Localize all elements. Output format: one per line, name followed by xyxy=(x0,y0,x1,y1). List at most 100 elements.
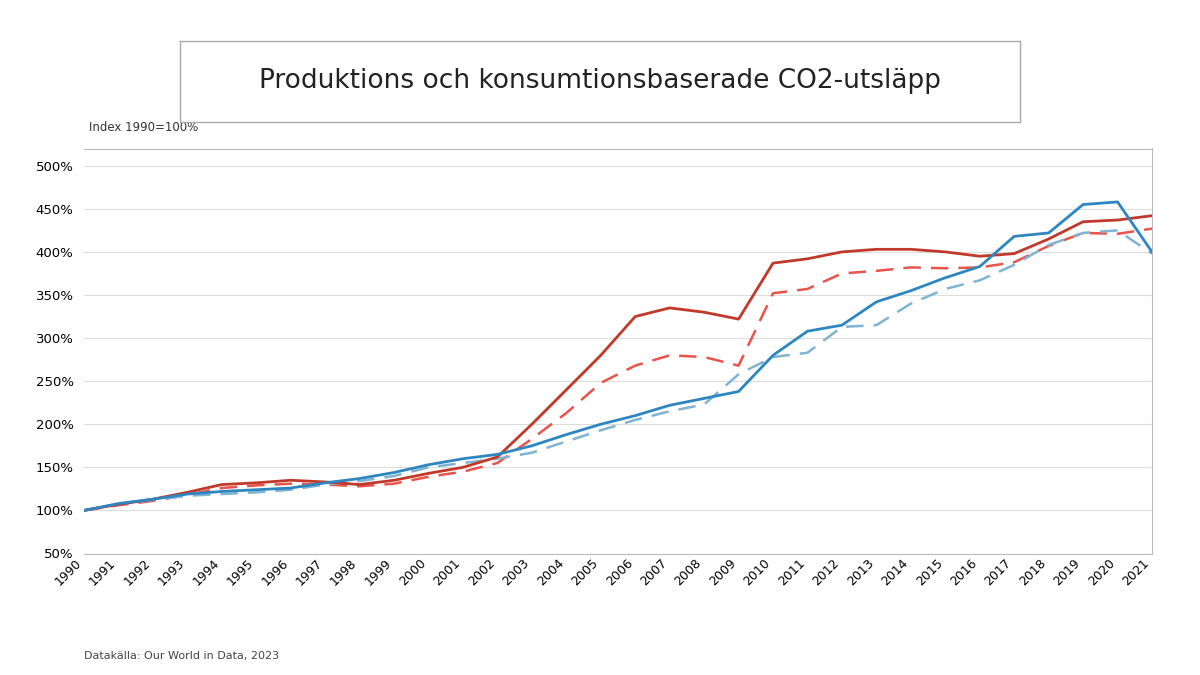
India PROD xyxy=(215,487,229,495)
India PROD xyxy=(559,431,574,439)
China Prod xyxy=(112,500,126,508)
China Cons xyxy=(559,409,574,417)
China Prod xyxy=(869,245,883,253)
China Cons xyxy=(697,353,712,361)
China Cons xyxy=(250,481,264,489)
China Cons xyxy=(77,506,91,514)
China Prod xyxy=(835,248,850,256)
India PROD xyxy=(766,351,780,359)
India PROD xyxy=(145,495,160,504)
India Cons xyxy=(1076,229,1091,237)
India Cons xyxy=(318,481,332,489)
China Cons xyxy=(904,263,918,271)
China Prod xyxy=(524,421,539,429)
China Prod xyxy=(1007,250,1021,258)
China Prod xyxy=(1042,235,1056,243)
India Cons xyxy=(180,491,194,500)
India PROD xyxy=(524,441,539,450)
China Prod xyxy=(766,259,780,267)
China Prod xyxy=(731,315,745,323)
India Cons xyxy=(456,459,470,467)
China Prod xyxy=(628,313,642,321)
China Prod xyxy=(283,476,298,484)
India Cons xyxy=(1110,226,1124,234)
China Prod xyxy=(353,481,367,489)
China Prod xyxy=(662,304,677,312)
China Prod xyxy=(77,506,91,514)
India Cons xyxy=(869,321,883,329)
India PROD xyxy=(731,387,745,396)
China Cons xyxy=(972,263,986,271)
India Cons xyxy=(697,400,712,408)
China Prod xyxy=(800,254,815,263)
India PROD xyxy=(835,321,850,329)
India Cons xyxy=(559,437,574,446)
India Cons xyxy=(77,506,91,514)
India Cons xyxy=(972,276,986,284)
India Cons xyxy=(594,426,608,434)
China Prod xyxy=(491,453,505,461)
India Cons xyxy=(1042,241,1056,249)
India Cons xyxy=(283,486,298,494)
India Cons xyxy=(353,477,367,485)
China Cons xyxy=(524,435,539,443)
China Cons xyxy=(662,351,677,359)
China Cons xyxy=(594,379,608,387)
Line: India Cons: India Cons xyxy=(84,230,1152,510)
India PROD xyxy=(112,500,126,508)
Text: Index 1990=100%: Index 1990=100% xyxy=(89,122,198,134)
India PROD xyxy=(180,490,194,498)
India PROD xyxy=(697,394,712,402)
China Cons xyxy=(318,481,332,489)
China Prod xyxy=(559,385,574,394)
India PROD xyxy=(421,461,436,469)
India Cons xyxy=(1145,250,1159,258)
China Prod xyxy=(145,495,160,504)
India PROD xyxy=(491,450,505,458)
India PROD xyxy=(800,327,815,335)
India Cons xyxy=(491,455,505,463)
China Prod xyxy=(1145,212,1159,220)
China Prod xyxy=(904,245,918,253)
China Cons xyxy=(1042,242,1056,250)
China Prod xyxy=(697,308,712,317)
China Cons xyxy=(353,482,367,490)
India Cons xyxy=(662,407,677,415)
India Cons xyxy=(250,488,264,496)
Text: Datakälla: Our World in Data, 2023: Datakälla: Our World in Data, 2023 xyxy=(84,651,280,662)
India Cons xyxy=(1007,261,1021,269)
China Cons xyxy=(1076,229,1091,237)
China Cons xyxy=(835,269,850,277)
China Prod xyxy=(1110,216,1124,224)
China Cons xyxy=(386,480,401,488)
China Prod xyxy=(318,478,332,486)
China Cons xyxy=(491,459,505,467)
India Cons xyxy=(421,463,436,471)
India Cons xyxy=(215,490,229,498)
India Cons xyxy=(800,349,815,357)
India Cons xyxy=(524,449,539,457)
India PROD xyxy=(1076,200,1091,209)
India PROD xyxy=(456,455,470,463)
China Prod xyxy=(456,463,470,471)
China Cons xyxy=(1007,259,1021,267)
India Cons xyxy=(112,500,126,508)
India Cons xyxy=(766,353,780,361)
China Cons xyxy=(1110,230,1124,238)
China Prod xyxy=(250,479,264,487)
India PROD xyxy=(972,263,986,271)
China Cons xyxy=(456,468,470,476)
China Prod xyxy=(180,488,194,496)
India PROD xyxy=(938,273,953,281)
China Cons xyxy=(628,362,642,370)
China Prod xyxy=(386,476,401,484)
India PROD xyxy=(353,475,367,483)
Text: Produktions och konsumtionsbaserade CO2-utsläpp: Produktions och konsumtionsbaserade CO2-… xyxy=(259,68,941,94)
China Prod xyxy=(215,481,229,489)
India PROD xyxy=(386,468,401,477)
China Cons xyxy=(180,491,194,499)
China Prod xyxy=(594,351,608,359)
China Cons xyxy=(215,484,229,492)
India PROD xyxy=(1042,229,1056,237)
India PROD xyxy=(1110,198,1124,206)
